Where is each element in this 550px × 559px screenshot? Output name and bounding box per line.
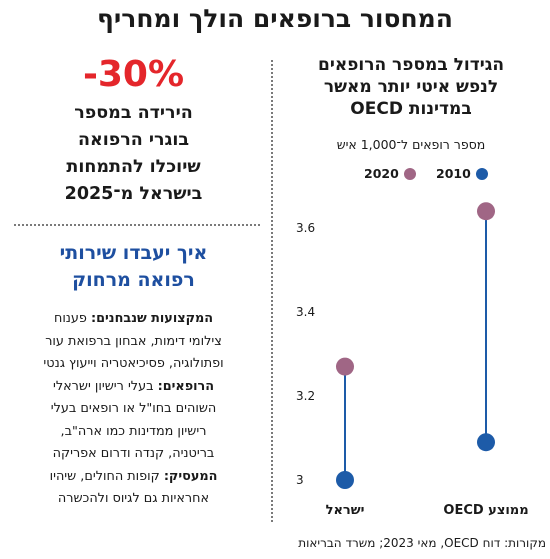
paragraph-line: בריטניה, קנדה ודרום אפריקה	[52, 446, 215, 461]
stat-line: בישראל מ־2025	[64, 184, 203, 204]
remote-paragraph-doctors: הרופאים: בעלי רישיון ישראלי השוהים בחו"ל…	[6, 376, 261, 466]
chart-subtitle: מספר רופאים ל־1,000 איש	[336, 137, 486, 152]
paragraph-line: ופתולוגיה, פסיכיאטריה וייעוץ גנטי	[43, 356, 224, 371]
point-2010	[477, 433, 495, 452]
horizontal-divider	[14, 224, 260, 226]
legend-item-2020: 2020	[364, 164, 416, 184]
legend-label: 2020	[364, 166, 399, 181]
paragraph-line: צילומי דימות, אבחון ברפואת עור	[45, 333, 222, 349]
stat-value: -30%	[82, 54, 185, 95]
paragraph-line: אחראיות גם לגיוס ולהכשרה	[57, 491, 210, 506]
remote-box-title-line: רפואה מרחוק	[72, 269, 195, 291]
paragraph-first-line: המעסיק: קופות החולים, שיהיו	[6, 466, 261, 489]
stat-line: הירידה במספר	[74, 103, 193, 123]
point-2010	[336, 471, 354, 489]
point-2020	[336, 357, 354, 376]
y-tick-label: 3.6	[296, 221, 315, 235]
stat-line: בוגרי הרפואה	[77, 130, 190, 150]
remote-paragraph-professions: המקצועות שנבחנים: פענוח צילומי דימות, אב…	[6, 308, 261, 376]
dumbbell-chart: 3 3.2 3.4 3.6 ישראל ממוצע OECD	[296, 202, 529, 518]
chart-title-line: במדינות OECD	[350, 99, 472, 119]
vertical-divider	[271, 60, 273, 522]
legend-swatch-2010	[475, 168, 488, 180]
headline: המחסור ברופאים הולך ומחריף	[97, 4, 453, 33]
remote-box-body: המקצועות שנבחנים: פענוח צילומי דימות, אב…	[6, 308, 261, 511]
paragraph-text: בעלי רישיון ישראלי	[52, 378, 154, 394]
y-tick-label: 3.2	[296, 389, 315, 403]
paragraph-text: פענוח	[53, 311, 87, 326]
paragraph-text: קופות החולים, שיהיו	[49, 468, 160, 484]
paragraph-line: השוהים בחו"ל או רופאים בעלי	[50, 401, 217, 416]
paragraph-first-line: הרופאים: בעלי רישיון ישראלי	[6, 376, 261, 399]
category-label: ממוצע OECD	[443, 503, 528, 518]
paragraph-label: המעסיק:	[163, 468, 218, 484]
y-tick-label: 3	[296, 473, 304, 487]
remote-box-title-line: איך יעבדו שירותי	[59, 242, 208, 264]
chart-title-line: הגידול במספר הרופאים	[317, 55, 505, 75]
chart-title-line: לנפש איטי יותר מאשר	[323, 77, 499, 97]
chart-legend: 2020 2010	[276, 164, 546, 184]
left-column: -30% הירידה במספר בוגרי הרפואה שיוכלו לה…	[6, 54, 261, 516]
legend-label: 2010	[436, 166, 471, 181]
paragraph-label: הרופאים:	[157, 378, 214, 394]
y-tick-label: 3.4	[296, 305, 315, 319]
paragraph-first-line: המקצועות שנבחנים: פענוח	[6, 308, 261, 331]
chart-panel: הגידול במספר הרופאים לנפש איטי יותר מאשר…	[276, 54, 546, 524]
source-note: מקורות: דוח OECD, מאי 2023; משרד הבריאות	[298, 536, 546, 550]
remote-paragraph-employer: המעסיק: קופות החולים, שיהיו אחראיות גם ל…	[6, 466, 261, 511]
legend-item-2010: 2010	[436, 164, 488, 184]
paragraph-label: המקצועות שנבחנים:	[91, 311, 214, 326]
category-label: ישראל	[326, 503, 365, 518]
point-2020	[477, 202, 495, 221]
stat-description: הירידה במספר בוגרי הרפואה שיוכלו להתמחות…	[6, 100, 261, 208]
legend-swatch-2020	[403, 168, 416, 180]
paragraph-line: רישיון ממדינות כמו ארה"ב,	[60, 423, 207, 439]
remote-box-title: איך יעבדו שירותי רפואה מרחוק	[6, 240, 261, 294]
stat-line: שיוכלו להתמחות	[66, 157, 201, 177]
chart-title: הגידול במספר הרופאים לנפש איטי יותר מאשר…	[276, 54, 546, 120]
